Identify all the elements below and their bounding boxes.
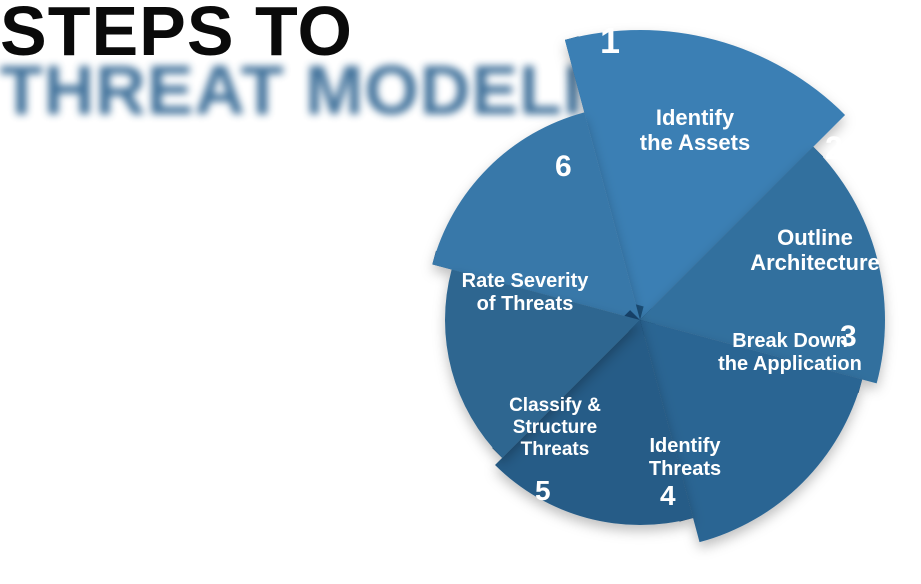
wheel-svg: [330, 0, 920, 584]
steps-wheel: 1Identifythe Assets2OutlineArchitecture3…: [330, 0, 920, 584]
